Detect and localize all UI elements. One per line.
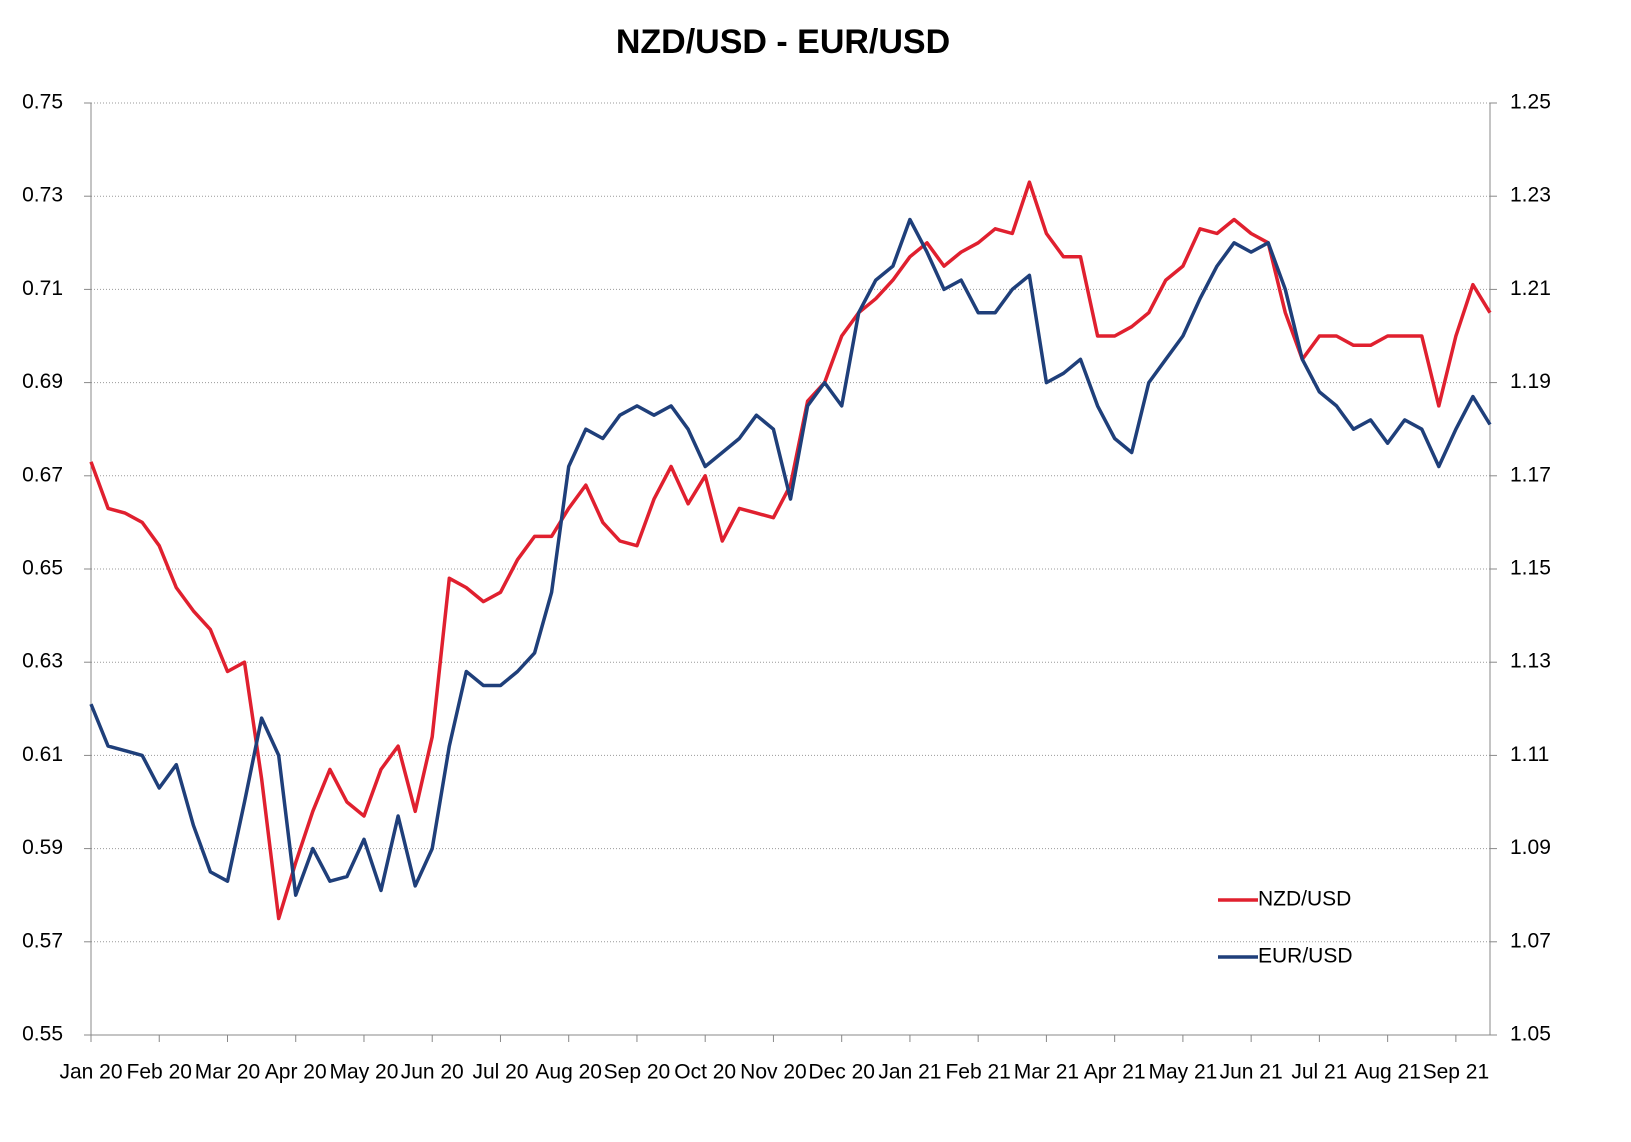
x-tick-label: Aug 21 (1354, 1061, 1421, 1084)
y2-tick-label: 1.07 (1510, 929, 1551, 952)
y2-tick-label: 1.19 (1510, 370, 1551, 393)
x-tick-label: Apr 20 (265, 1061, 327, 1084)
y-tick-label: 0.65 (22, 557, 63, 580)
y2-tick-label: 1.05 (1510, 1023, 1551, 1046)
x-tick-label: Nov 20 (740, 1061, 807, 1084)
x-tick-label: Dec 20 (808, 1061, 875, 1084)
x-tick-label: Jun 21 (1220, 1061, 1283, 1084)
x-tick-label: Jan 21 (878, 1061, 941, 1084)
y-tick-label: 0.63 (22, 650, 63, 673)
x-tick-label: Mar 20 (195, 1061, 260, 1084)
y-tick-label: 0.69 (22, 370, 63, 393)
y-tick-label: 0.59 (22, 836, 63, 859)
chart-title: NZD/USD - EUR/USD (616, 23, 950, 61)
x-tick-label: Mar 21 (1014, 1061, 1079, 1084)
x-tick-label: Feb 20 (127, 1061, 192, 1084)
y-tick-label: 0.67 (22, 463, 63, 486)
y2-tick-label: 1.09 (1510, 836, 1551, 859)
y2-tick-label: 1.23 (1510, 184, 1551, 207)
x-tick-label: May 21 (1148, 1061, 1217, 1084)
y2-tick-label: 1.11 (1510, 743, 1549, 766)
x-tick-label: Oct 20 (674, 1061, 736, 1084)
x-tick-label: Jan 20 (59, 1061, 122, 1084)
x-tick-label: Jul 20 (472, 1061, 528, 1084)
x-tick-label: May 20 (330, 1061, 399, 1084)
y-tick-label: 0.75 (22, 91, 63, 114)
x-tick-label: Jun 20 (401, 1061, 464, 1084)
y2-tick-label: 1.13 (1510, 650, 1551, 673)
y2-tick-label: 1.17 (1510, 463, 1551, 486)
y-tick-label: 0.55 (22, 1023, 63, 1046)
x-tick-label: Aug 20 (535, 1061, 602, 1084)
y-tick-label: 0.73 (22, 184, 63, 207)
x-tick-label: Feb 21 (945, 1061, 1010, 1084)
legend-label: NZD/USD (1258, 888, 1351, 911)
x-tick-label: Apr 21 (1084, 1061, 1146, 1084)
x-tick-label: Sep 20 (604, 1061, 671, 1084)
y-tick-label: 0.57 (22, 929, 63, 952)
y2-tick-label: 1.21 (1510, 277, 1551, 300)
y2-tick-label: 1.25 (1510, 91, 1551, 114)
y2-tick-label: 1.15 (1510, 557, 1551, 580)
legend-label: EUR/USD (1258, 945, 1353, 968)
x-tick-label: Jul 21 (1291, 1061, 1347, 1084)
y-tick-label: 0.61 (22, 743, 63, 766)
y-tick-label: 0.71 (22, 277, 63, 300)
series-line (89, 217, 1492, 897)
x-tick-label: Sep 21 (1423, 1061, 1490, 1084)
series-line (89, 180, 1492, 921)
